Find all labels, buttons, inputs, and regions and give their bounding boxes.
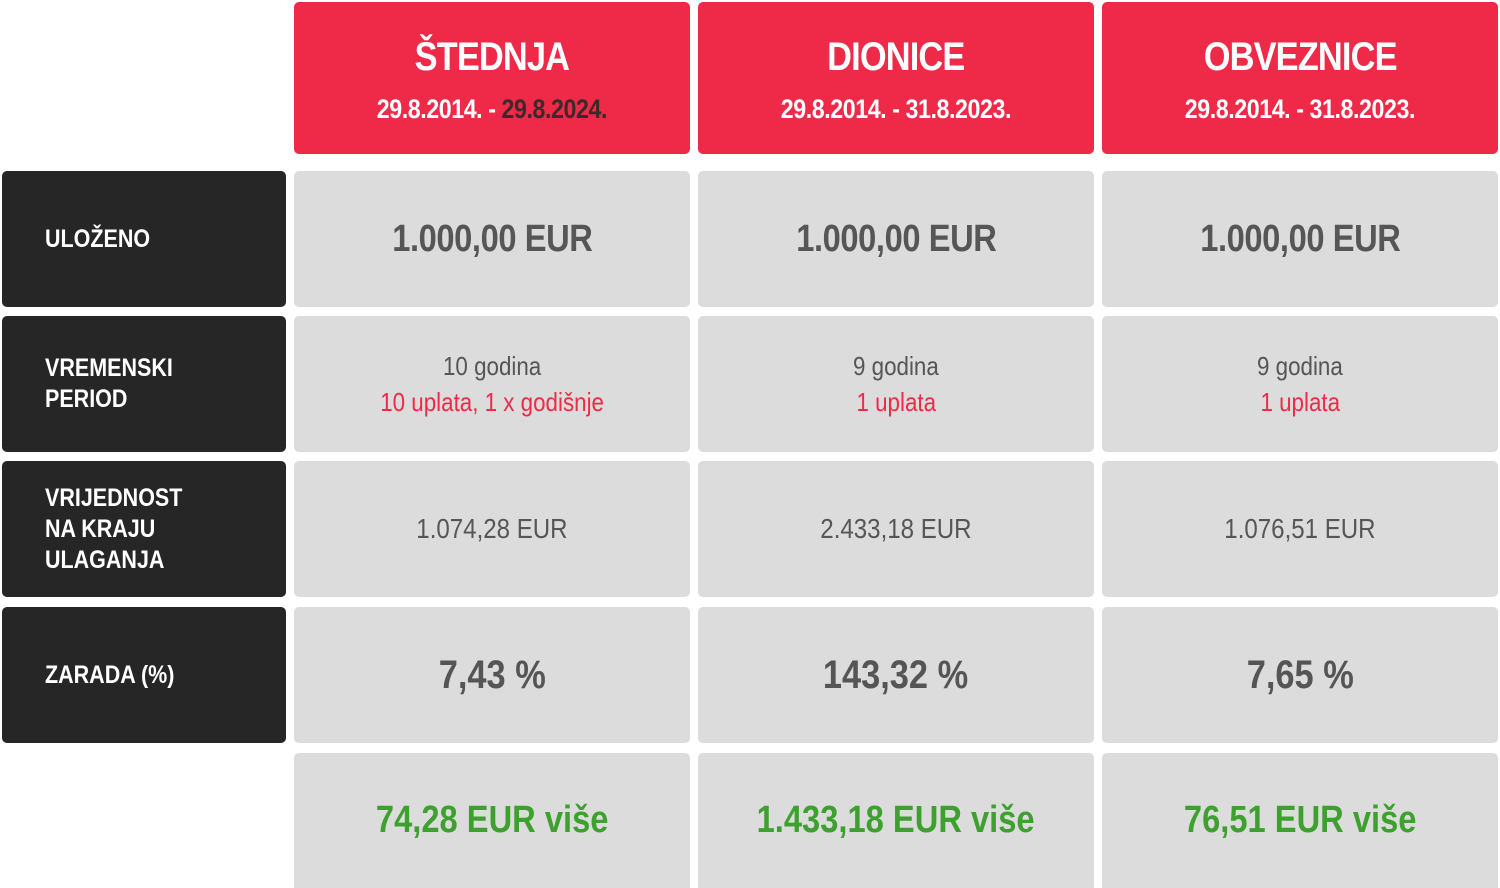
vise-obveznice: 76,51 EUR više — [1102, 753, 1498, 888]
vise-dionice: 1.433,18 EUR više — [698, 753, 1094, 888]
column-title: ŠTEDNJA — [414, 35, 570, 79]
ulozeno-obveznice: 1.000,00 EUR — [1102, 171, 1498, 307]
row-label-vrijednost: VRIJEDNOST NA KRAJU ULAGANJA — [2, 461, 286, 597]
column-dates: 29.8.2014. - 29.8.2024. — [376, 94, 608, 124]
ulozeno-stednja: 1.000,00 EUR — [294, 171, 690, 307]
column-title: OBVEZNICE — [1203, 35, 1398, 79]
vrijednost-dionice: 2.433,18 EUR — [698, 461, 1094, 597]
period-years: 9 godina — [853, 351, 939, 381]
zarada-dionice: 143,32 % — [698, 607, 1094, 743]
row-label-zarada: ZARADA (%) — [2, 607, 286, 743]
vrijednost-obveznice: 1.076,51 EUR — [1102, 461, 1498, 597]
column-dates: 29.8.2014. - 31.8.2023. — [780, 94, 1012, 124]
period-payments: 10 uplata, 1 x godišnje — [380, 387, 604, 417]
period-dionice: 9 godina 1 uplata — [698, 316, 1094, 452]
period-years: 9 godina — [1257, 351, 1343, 381]
vise-stednja: 74,28 EUR više — [294, 753, 690, 888]
zarada-stednja: 7,43 % — [294, 607, 690, 743]
column-title: DIONICE — [827, 35, 965, 79]
row-label-ulozeno: ULOŽENO — [2, 171, 286, 307]
column-dates: 29.8.2014. - 31.8.2023. — [1184, 94, 1416, 124]
period-payments: 1 uplata — [856, 387, 936, 417]
period-stednja: 10 godina 10 uplata, 1 x godišnje — [294, 316, 690, 452]
period-years: 10 godina — [442, 351, 542, 381]
period-payments: 1 uplata — [1260, 387, 1340, 417]
row-label-period: VREMENSKI PERIOD — [2, 316, 286, 452]
vrijednost-stednja: 1.074,28 EUR — [294, 461, 690, 597]
header-stednja: ŠTEDNJA 29.8.2014. - 29.8.2024. — [294, 2, 690, 154]
header-obveznice: OBVEZNICE 29.8.2014. - 31.8.2023. — [1102, 2, 1498, 154]
header-dionice: DIONICE 29.8.2014. - 31.8.2023. — [698, 2, 1094, 154]
zarada-obveznice: 7,65 % — [1102, 607, 1498, 743]
ulozeno-dionice: 1.000,00 EUR — [698, 171, 1094, 307]
period-obveznice: 9 godina 1 uplata — [1102, 316, 1498, 452]
